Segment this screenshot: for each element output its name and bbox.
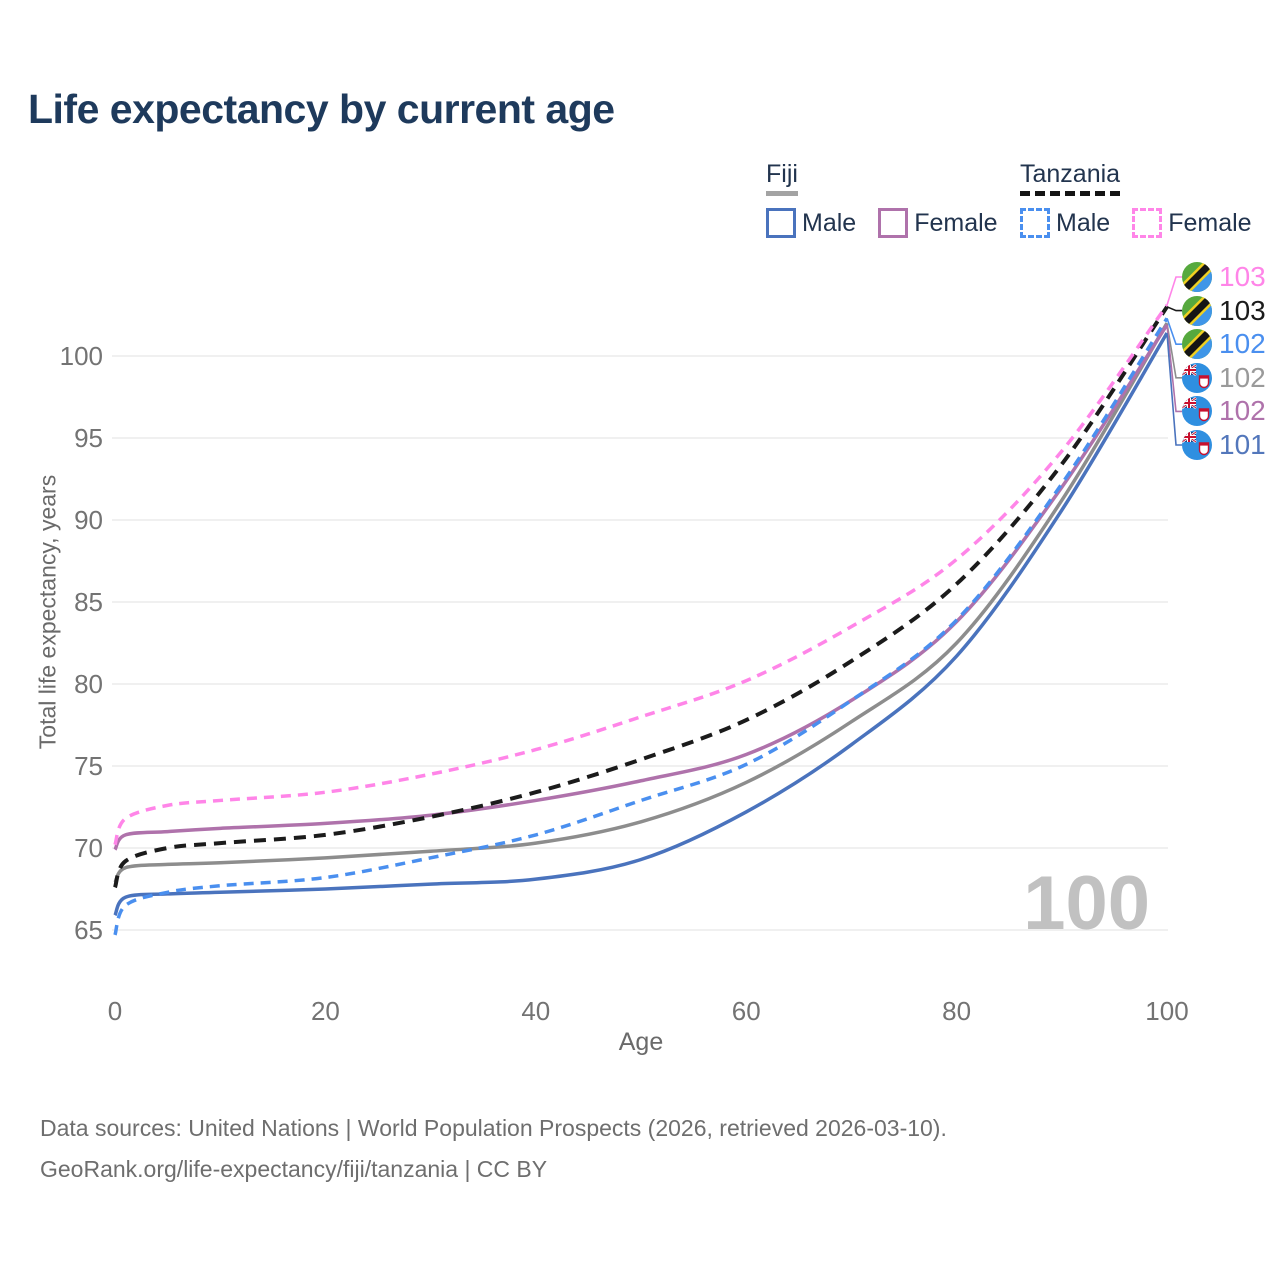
x-tick-label: 100 [1145,996,1188,1026]
y-tick-label: 75 [74,751,103,781]
end-label-tanzania-total: 103 [1182,295,1266,327]
fiji-female-swatch-icon [878,208,909,238]
chart-title: Life expectancy by current age [28,86,615,132]
x-tick-label: 20 [311,996,340,1026]
y-tick-label: 100 [60,341,103,371]
tanzania-flag-icon [1182,295,1212,326]
end-label-connector [1166,318,1182,346]
end-label-value: 102 [1219,361,1266,393]
legend-label-fiji-female: Female [914,208,998,237]
x-tick-label: 0 [108,996,122,1026]
age-counter-watermark: 100 [1023,861,1150,946]
x-tick-label: 80 [942,996,971,1026]
tanzania-male-swatch-icon [1020,208,1050,238]
legend-label-tanzania-female: Female [1168,208,1252,237]
end-label-connector [1166,323,1182,379]
end-label-fiji-female: 102 [1182,395,1266,427]
end-label-connector [1166,332,1182,446]
legend-group-fiji: Fiji Male Female [766,160,998,238]
footer-link-line: GeoRank.org/life-expectancy/fiji/tanzani… [40,1155,548,1182]
fiji-flag-icon [1182,396,1212,427]
legend-item-tanzania-female[interactable]: Female [1132,208,1252,238]
tanzania-flag-icon [1182,329,1212,360]
y-tick-label: 85 [74,587,103,617]
line-tanzania-female[interactable] [113,304,1169,846]
x-axis-title: Age [619,1028,663,1056]
x-tick-label: 40 [521,996,550,1026]
legend-item-tanzania-male[interactable]: Male [1020,208,1110,238]
end-label-tanzania-male: 102 [1182,328,1266,360]
fiji-flag-icon [1182,362,1212,393]
y-tick-label: 90 [74,505,103,535]
fiji-male-swatch-icon [766,208,796,238]
end-label-connector [1166,324,1182,413]
line-tanzania-total[interactable] [113,305,1169,889]
legend-label-tanzania-male: Male [1056,208,1111,237]
end-label-tanzania-female: 103 [1182,261,1266,293]
y-tick-label: 95 [74,423,103,453]
legend-header-tanzania[interactable]: Tanzania [1020,160,1121,196]
end-label-value: 103 [1219,261,1266,292]
y-tick-label: 70 [74,833,103,863]
y-tick-label: 65 [74,915,103,945]
footer-source-line: Data sources: United Nations | World Pop… [40,1115,947,1141]
end-label-value: 103 [1219,294,1266,326]
end-label-fiji-total: 102 [1182,362,1266,394]
tanzania-flag-icon [1182,262,1212,292]
end-label-value: 101 [1219,429,1266,460]
legend-group-tanzania: Tanzania Male Female [1020,160,1252,238]
end-label-fiji-male: 101 [1182,429,1266,461]
end-label-value: 102 [1219,328,1266,360]
x-tick-label: 60 [732,996,761,1026]
end-label-value: 102 [1219,395,1266,427]
end-label-connector [1166,306,1182,312]
legend-label-fiji-male: Male [802,208,857,237]
legend-item-fiji-male[interactable]: Male [766,208,856,238]
fiji-flag-icon [1182,430,1212,460]
line-fiji-male[interactable] [113,332,1169,917]
line-fiji-total[interactable] [113,322,1169,884]
end-label-connector [1166,276,1182,306]
footer: Data sources: United Nations | World Pop… [40,1108,947,1190]
legend-header-fiji[interactable]: Fiji [766,160,798,196]
y-tick-label: 80 [74,669,103,699]
y-axis-title: Total life expectancy, years [34,474,61,750]
legend-item-fiji-female[interactable]: Female [878,208,998,238]
line-tanzania-male[interactable] [113,317,1169,936]
tanzania-female-swatch-icon [1132,208,1163,238]
